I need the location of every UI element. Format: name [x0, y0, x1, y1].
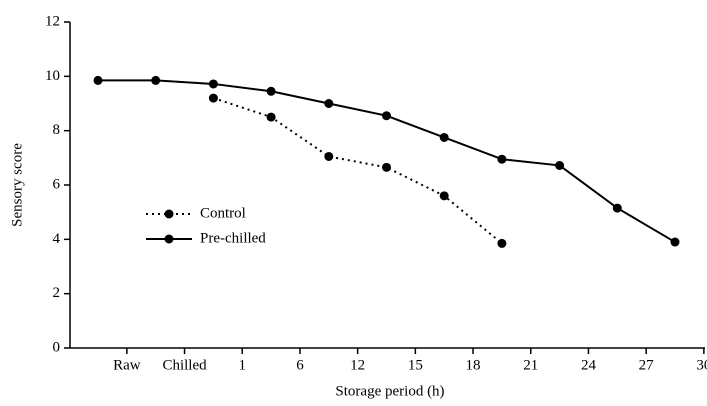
x-tick-label: Raw [113, 357, 141, 373]
legend-marker [164, 234, 174, 244]
x-tick-label: 1 [239, 357, 247, 373]
x-tick-label: 24 [581, 357, 597, 373]
x-tick-label: 12 [350, 357, 365, 373]
data-point [382, 111, 391, 121]
data-point [497, 238, 507, 248]
data-point [612, 203, 622, 213]
data-point [266, 112, 276, 122]
legend-marker [164, 209, 174, 219]
series-line [98, 79, 676, 243]
legend-label: Control [200, 205, 246, 221]
data-point [324, 99, 334, 108]
y-tick-label: 0 [53, 339, 61, 355]
x-tick-label: 6 [296, 357, 304, 373]
y-tick-label: 8 [53, 122, 61, 138]
series-line [213, 97, 503, 245]
data-point [555, 160, 565, 170]
legend-label: Pre-chilled [200, 230, 266, 246]
y-tick-label: 12 [45, 13, 60, 29]
y-tick-label: 6 [53, 176, 61, 192]
data-point [208, 79, 218, 89]
data-point [382, 162, 391, 172]
x-axis-label: Storage period (h) [335, 383, 444, 399]
data-point [93, 75, 103, 85]
y-tick-label: 2 [53, 285, 61, 301]
y-tick-label: 10 [45, 68, 60, 84]
x-tick-label: 18 [466, 357, 481, 373]
data-point [324, 151, 334, 161]
y-axis-label: Sensory score [9, 143, 25, 227]
data-point [670, 237, 680, 247]
data-point [439, 191, 449, 201]
data-point [266, 86, 276, 96]
data-point [151, 75, 161, 85]
x-tick-label: 21 [523, 357, 538, 373]
data-point [208, 93, 218, 103]
x-tick-label: Chilled [162, 357, 207, 373]
data-point [497, 154, 507, 164]
x-tick-label: 15 [408, 357, 423, 373]
x-tick-label: 30 [696, 357, 707, 373]
data-point [439, 132, 449, 142]
x-tick-label: 27 [639, 357, 655, 373]
y-tick-label: 4 [53, 231, 61, 247]
